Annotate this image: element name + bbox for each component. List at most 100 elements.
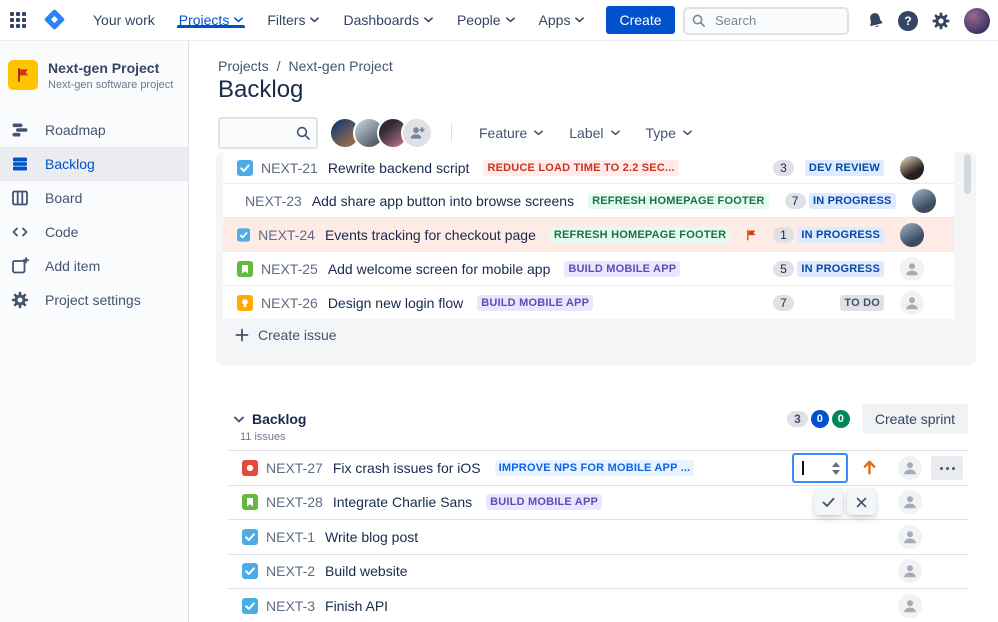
status-lozenge[interactable]: IN PROGRESS	[808, 192, 896, 209]
person-icon	[904, 462, 916, 474]
sidebar-item-backlog[interactable]: Backlog	[0, 147, 188, 181]
breadcrumb-project-name[interactable]: Next-gen Project	[288, 58, 393, 74]
chevron-down-icon	[310, 17, 320, 23]
epic-label[interactable]: BUILD MOBILE APP	[486, 494, 603, 511]
estimate-badge[interactable]: 7	[773, 294, 794, 311]
issue-row-next-26[interactable]: NEXT-26 Design new login flow BUILD MOBI…	[223, 285, 954, 319]
stepper-up-icon[interactable]	[832, 461, 840, 467]
issue-row-next-24[interactable]: NEXT-24 Events tracking for checkout pag…	[223, 217, 954, 251]
estimate-badge[interactable]: 3	[773, 159, 794, 176]
status-lozenge[interactable]: IN PROGRESS	[797, 260, 884, 277]
issue-summary[interactable]: Finish API	[325, 597, 389, 614]
backlog-issue-count: 11 issues	[240, 431, 286, 443]
nav-projects[interactable]: Projects	[167, 12, 256, 28]
issue-summary[interactable]: Integrate Charlie Sans	[332, 494, 473, 511]
issue-row-next-27[interactable]: NEXT-27 Fix crash issues for iOS IMPROVE…	[228, 451, 968, 486]
sidebar-item-project-settings[interactable]: Project settings	[0, 283, 188, 317]
label-filter-dropdown[interactable]: Label	[556, 125, 632, 141]
epic-label[interactable]: REDUCE LOAD TIME TO 2.2 SEC...	[483, 159, 679, 176]
issue-key: NEXT-3	[266, 597, 316, 614]
collapse-chevron-icon[interactable]	[234, 416, 244, 423]
unassigned-avatar[interactable]	[900, 256, 924, 281]
issue-row-next-21[interactable]: NEXT-21 Rewrite backend script REDUCE LO…	[223, 152, 954, 183]
code-icon	[12, 227, 28, 237]
nav-apps[interactable]: Apps	[527, 12, 597, 28]
issue-summary[interactable]: Rewrite backend script	[327, 159, 470, 176]
issue-summary[interactable]: Events tracking for checkout page	[324, 226, 536, 243]
issue-summary[interactable]: Build website	[325, 563, 408, 580]
unassigned-avatar[interactable]	[898, 524, 922, 549]
epic-label[interactable]: REFRESH HOMEPAGE FOOTER	[588, 192, 769, 209]
estimate-badge[interactable]: 5	[773, 260, 794, 277]
issue-row-next-3[interactable]: NEXT-3 Finish API	[228, 589, 968, 622]
issue-key: NEXT-1	[266, 528, 316, 545]
feature-filter-dropdown[interactable]: Feature	[466, 125, 556, 141]
issue-summary[interactable]: Fix crash issues for iOS	[332, 459, 481, 476]
status-lozenge[interactable]: IN PROGRESS	[797, 226, 884, 243]
number-stepper[interactable]	[832, 461, 840, 475]
unassigned-avatar[interactable]	[898, 490, 922, 515]
unassigned-avatar[interactable]	[898, 559, 922, 584]
user-avatar[interactable]	[964, 7, 990, 34]
notifications-bell-icon[interactable]	[866, 11, 885, 30]
issue-summary[interactable]: Write blog post	[325, 528, 419, 545]
sidebar-item-add-item[interactable]: Add item	[0, 249, 188, 283]
create-button[interactable]: Create	[606, 6, 675, 34]
stepper-down-icon[interactable]	[832, 469, 840, 475]
unassigned-avatar[interactable]	[898, 455, 922, 480]
sidebar-item-roadmap[interactable]: Roadmap	[0, 113, 188, 147]
issue-summary[interactable]: Add share app button into browse screens	[311, 192, 575, 209]
issue-row-next-28[interactable]: NEXT-28 Integrate Charlie Sans BUILD MOB…	[228, 485, 968, 520]
issue-summary[interactable]: Add welcome screen for mobile app	[327, 260, 551, 277]
issue-row-next-2[interactable]: NEXT-2 Build website	[228, 554, 968, 589]
issue-summary[interactable]: Design new login flow	[327, 294, 464, 311]
cancel-button[interactable]	[847, 489, 876, 515]
status-lozenge[interactable]: TO DO	[840, 294, 884, 311]
assignee-avatar[interactable]	[911, 188, 936, 213]
scrollbar-thumb[interactable]	[964, 154, 971, 194]
jira-logo[interactable]	[43, 8, 67, 32]
add-member-avatar-button[interactable]	[401, 117, 433, 149]
epic-label[interactable]: BUILD MOBILE APP	[477, 294, 594, 311]
nav-filters[interactable]: Filters	[255, 12, 331, 28]
sidebar-item-code[interactable]: Code	[0, 215, 188, 249]
check-icon	[822, 497, 835, 507]
type-filter-dropdown[interactable]: Type	[633, 125, 705, 141]
sidebar-item-board[interactable]: Board	[0, 181, 188, 215]
epic-label[interactable]: REFRESH HOMEPAGE FOOTER	[549, 226, 731, 243]
story-icon	[242, 494, 258, 511]
estimate-badge[interactable]: 7	[784, 192, 806, 209]
breadcrumb-projects[interactable]: Projects	[218, 58, 269, 74]
task-icon	[242, 597, 258, 614]
help-icon[interactable]: ?	[898, 10, 918, 31]
search-input[interactable]	[683, 6, 849, 35]
nav-dashboards[interactable]: Dashboards	[331, 12, 445, 28]
issue-row-next-25[interactable]: NEXT-25 Add welcome screen for mobile ap…	[223, 251, 954, 285]
estimate-edit-input[interactable]	[792, 452, 848, 483]
nav-your-work[interactable]: Your work	[93, 12, 155, 28]
settings-gear-icon[interactable]	[931, 11, 951, 31]
task-icon	[242, 528, 258, 545]
epic-label[interactable]: BUILD MOBILE APP	[564, 260, 681, 277]
unassigned-avatar[interactable]	[900, 290, 924, 315]
nav-people[interactable]: People	[445, 12, 527, 28]
story-icon	[237, 260, 253, 277]
confirm-button[interactable]	[814, 489, 843, 515]
create-issue-button[interactable]: Create issue	[223, 319, 954, 351]
epic-label[interactable]: IMPROVE NPS FOR MOBILE APP ...	[494, 459, 695, 476]
issue-row-next-1[interactable]: NEXT-1 Write blog post	[228, 520, 968, 555]
app-switcher-icon[interactable]	[10, 11, 27, 29]
status-lozenge[interactable]: DEV REVIEW	[804, 159, 884, 176]
assignee-avatar[interactable]	[900, 155, 924, 180]
plus-icon	[235, 328, 249, 342]
board-search-input[interactable]	[218, 117, 318, 149]
assignee-avatar[interactable]	[900, 222, 924, 247]
unassigned-avatar[interactable]	[898, 593, 922, 618]
issue-row-next-23[interactable]: NEXT-23 Add share app button into browse…	[223, 183, 954, 217]
estimate-badge[interactable]: 1	[773, 226, 794, 243]
create-sprint-button[interactable]: Create sprint	[861, 404, 968, 434]
more-actions-button[interactable]	[931, 456, 963, 480]
filter-bar: Feature Label Type	[218, 117, 705, 149]
project-avatar-flag[interactable]	[8, 60, 38, 90]
backlog-section-title[interactable]: Backlog	[252, 411, 307, 427]
